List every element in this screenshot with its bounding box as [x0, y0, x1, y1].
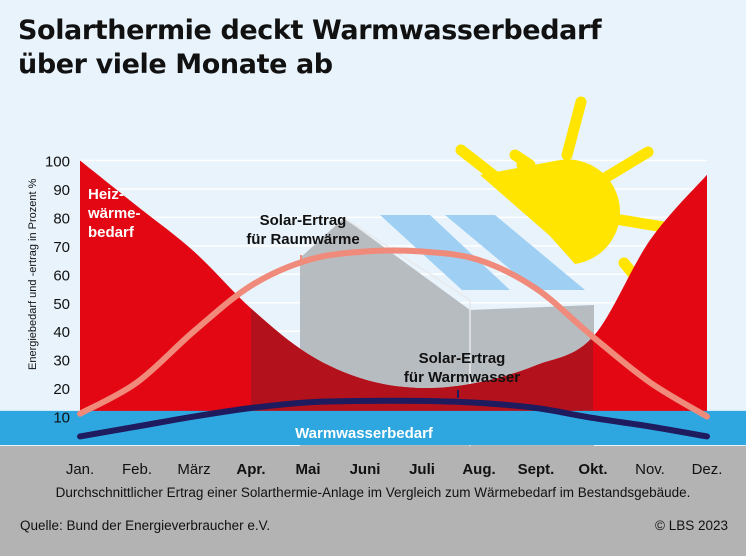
source-note: Quelle: Bund der Energieverbraucher e.V.: [20, 518, 271, 533]
x-tick-label: Mai: [295, 461, 320, 478]
x-tick-label: Aug.: [462, 461, 495, 478]
chart-title: Solarthermie deckt Warmwasserbedarf über…: [18, 14, 602, 82]
x-tick-label: Okt.: [578, 461, 607, 478]
solar-warmwater-label: Solar-Ertrag für Warmwasser: [404, 350, 520, 386]
y-axis-ticks: 10 20 30 40 50 60 70 80 90 100: [45, 154, 70, 427]
annotations: Heiz-wärme-bedarf Solar-Ertrag für Raumwär…: [87, 186, 520, 442]
solar-space-heating-line: [77, 247, 710, 420]
title-line-1: Solarthermie deckt Warmwasserbedarf: [18, 15, 602, 46]
y-tick-label: 50: [53, 296, 70, 313]
y-tick-label: 30: [53, 353, 70, 370]
x-tick-label: Apr.: [236, 461, 265, 478]
y-tick-label: 10: [53, 410, 70, 427]
x-tick-label: Sept.: [518, 461, 555, 478]
solar-warmwater-line: [77, 397, 710, 440]
x-tick-label: Juni: [350, 461, 381, 478]
y-tick-label: 90: [53, 182, 70, 199]
y-tick-label: 80: [53, 210, 70, 227]
x-axis-ticks: Jan. Feb. März Apr. Mai Juni Juli Aug. Sept. Okt.…: [66, 461, 723, 478]
y-axis-label: Energiebedarf und -ertrag in Prozent %: [27, 178, 39, 370]
sun-disc: [480, 159, 621, 264]
ground-band: [0, 446, 746, 556]
sun-icon: [455, 96, 682, 298]
x-tick-label: Juli: [409, 461, 435, 478]
heating-demand-label: Heiz-wärme-bedarf: [87, 186, 141, 241]
y-tick-label: 100: [45, 154, 70, 171]
y-tick-label: 70: [53, 239, 70, 256]
solar-panel-2: [445, 215, 585, 290]
y-tick-label: 60: [53, 267, 70, 284]
x-tick-label: Dez.: [692, 461, 723, 478]
warmwater-demand-label: Warmwasserbedarf: [295, 425, 434, 442]
copyright-note: © LBS 2023: [655, 518, 728, 533]
y-tick-label: 20: [53, 381, 70, 398]
x-tick-label: März: [177, 461, 210, 478]
title-line-2: über viele Monate ab: [18, 49, 333, 80]
y-tick-label: 40: [53, 324, 70, 341]
x-tick-label: Jan.: [66, 461, 94, 478]
chart-caption: Durchschnittlicher Ertrag einer Solarthe…: [55, 485, 691, 500]
solar-space-heating-label: Solar-Ertrag für Raumwärme: [246, 212, 359, 248]
x-tick-label: Nov.: [635, 461, 665, 478]
x-tick-label: Feb.: [122, 461, 152, 478]
